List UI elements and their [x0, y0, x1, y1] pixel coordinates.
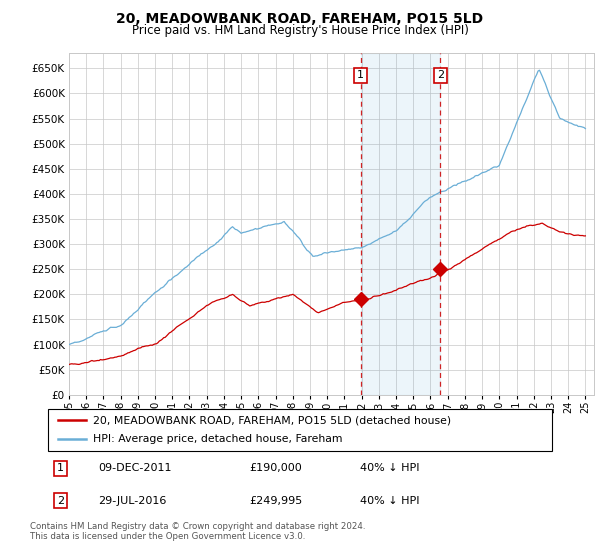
Text: 20, MEADOWBANK ROAD, FAREHAM, PO15 5LD: 20, MEADOWBANK ROAD, FAREHAM, PO15 5LD [116, 12, 484, 26]
Text: 40% ↓ HPI: 40% ↓ HPI [361, 464, 420, 473]
FancyBboxPatch shape [48, 409, 552, 451]
Bar [361, 53, 440, 395]
Text: 40% ↓ HPI: 40% ↓ HPI [361, 496, 420, 506]
Text: £190,000: £190,000 [250, 464, 302, 473]
Text: Price paid vs. HM Land Registry's House Price Index (HPI): Price paid vs. HM Land Registry's House … [131, 24, 469, 36]
Text: 2: 2 [57, 496, 64, 506]
Text: HPI: Average price, detached house, Fareham: HPI: Average price, detached house, Fare… [94, 435, 343, 445]
Text: 2: 2 [437, 71, 444, 81]
Text: 09-DEC-2011: 09-DEC-2011 [98, 464, 172, 473]
Text: £249,995: £249,995 [250, 496, 303, 506]
Text: 1: 1 [357, 71, 364, 81]
Text: 1: 1 [57, 464, 64, 473]
Text: 20, MEADOWBANK ROAD, FAREHAM, PO15 5LD (detached house): 20, MEADOWBANK ROAD, FAREHAM, PO15 5LD (… [94, 415, 451, 425]
Text: Contains HM Land Registry data © Crown copyright and database right 2024.
This d: Contains HM Land Registry data © Crown c… [30, 522, 365, 542]
Text: 29-JUL-2016: 29-JUL-2016 [98, 496, 167, 506]
